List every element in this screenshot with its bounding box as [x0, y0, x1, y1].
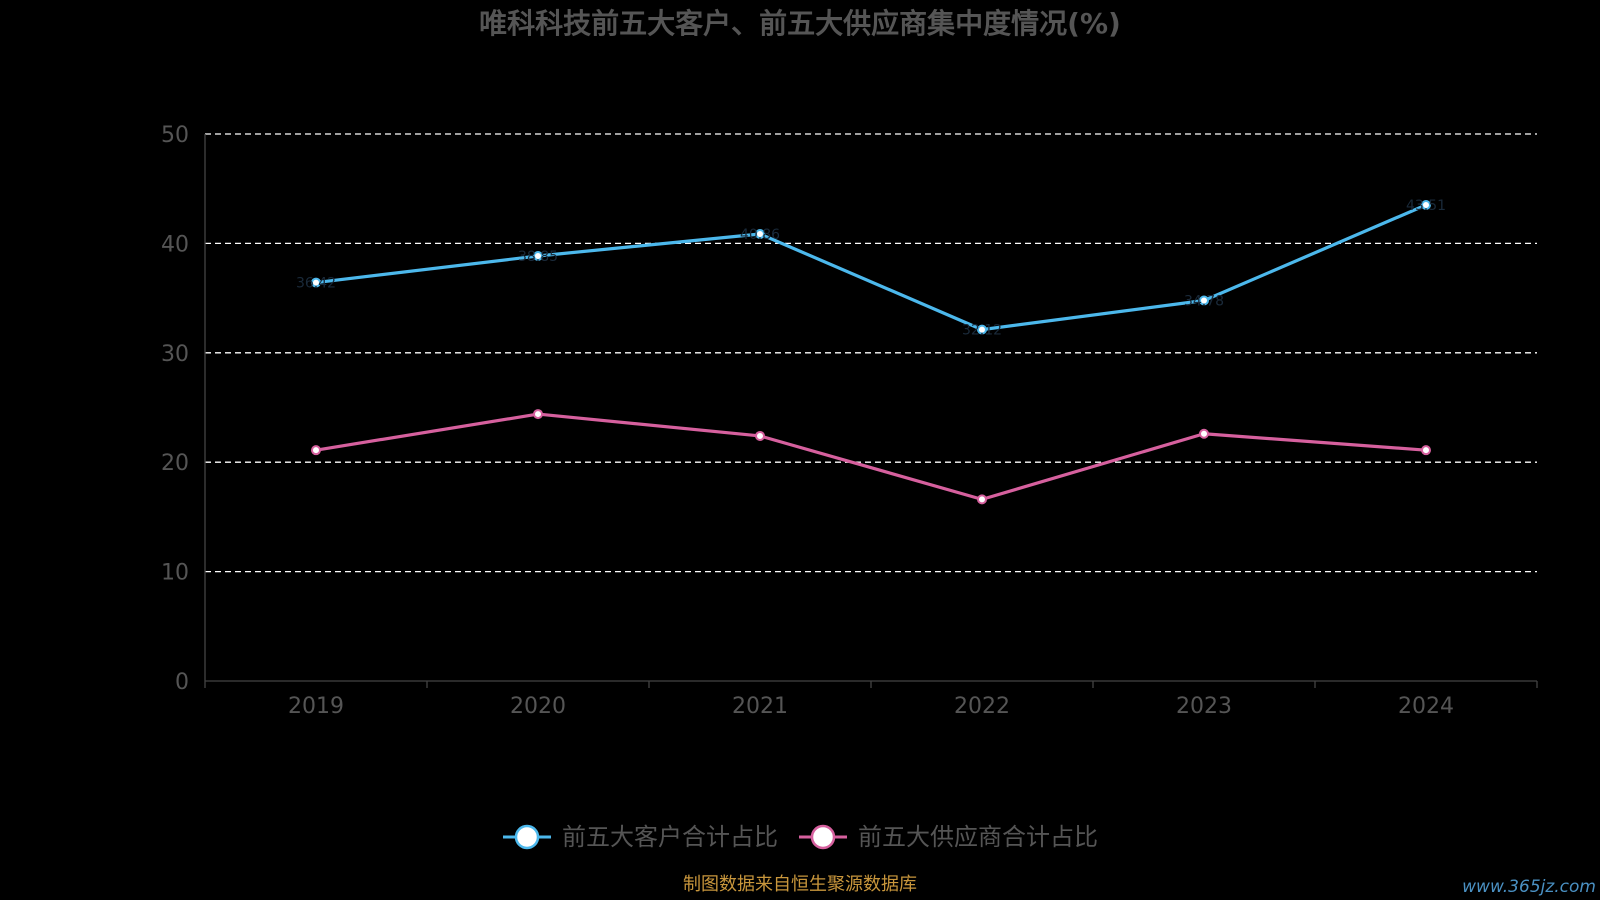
data-label: 36.42	[296, 276, 336, 292]
x-tick-label: 2022	[954, 694, 1010, 719]
legend-label: 前五大供应商合计占比	[858, 823, 1098, 851]
x-tick-label: 2021	[732, 694, 788, 719]
y-tick-label: 40	[161, 232, 189, 257]
data-point	[533, 409, 543, 420]
y-tick-label: 50	[161, 123, 189, 148]
series-line	[315, 412, 1427, 501]
grid-lines	[205, 133, 1537, 573]
data-label: 34.78	[1184, 294, 1224, 310]
data-point	[311, 277, 321, 288]
axes: 0 10 20 30 40 50 2019 2020 2021 2022 2023 2024	[161, 123, 1538, 719]
y-tick-label: 20	[161, 451, 189, 476]
series-2	[311, 409, 1431, 505]
y-tick-label: 10	[161, 561, 189, 586]
legend-item-1: 前五大客户合计占比	[503, 823, 778, 851]
data-point	[755, 228, 765, 239]
data-point	[311, 445, 321, 456]
legend-item-2: 前五大供应商合计占比	[799, 823, 1098, 851]
series-1: 36.42 38.85 40.86 32.12 34.78 43.51	[296, 198, 1446, 339]
data-point	[1421, 445, 1431, 456]
data-label: 43.51	[1406, 198, 1446, 214]
data-point	[1421, 200, 1431, 211]
data-label: 40.86	[740, 227, 780, 243]
x-tick-label: 2024	[1398, 694, 1454, 719]
data-point	[1199, 295, 1209, 306]
data-label: 32.12	[962, 323, 1002, 339]
series-line	[315, 203, 1427, 332]
legend: 前五大客户合计占比 前五大供应商合计占比	[503, 823, 1098, 851]
data-point	[977, 494, 987, 505]
chart-title: 唯科科技前五大客户、前五大供应商集中度情况(%)	[479, 7, 1121, 40]
y-tick-label: 30	[161, 342, 189, 367]
y-tick-label: 0	[175, 670, 189, 695]
data-point	[977, 324, 987, 335]
legend-label: 前五大客户合计占比	[562, 823, 778, 851]
legend-marker	[810, 824, 836, 850]
data-point	[533, 250, 543, 261]
series-layer: 36.42 38.85 40.86 32.12 34.78 43.51	[296, 198, 1446, 505]
data-source-note: 制图数据来自恒生聚源数据库	[683, 874, 917, 895]
watermark-text: www.365jz.com	[1462, 877, 1596, 897]
x-tick-label: 2023	[1176, 694, 1232, 719]
x-tick-label: 2020	[510, 694, 566, 719]
x-tick-label: 2019	[288, 694, 344, 719]
data-point	[755, 430, 765, 441]
legend-marker	[514, 824, 540, 850]
data-label: 38.85	[518, 249, 558, 265]
data-point	[1199, 428, 1209, 439]
